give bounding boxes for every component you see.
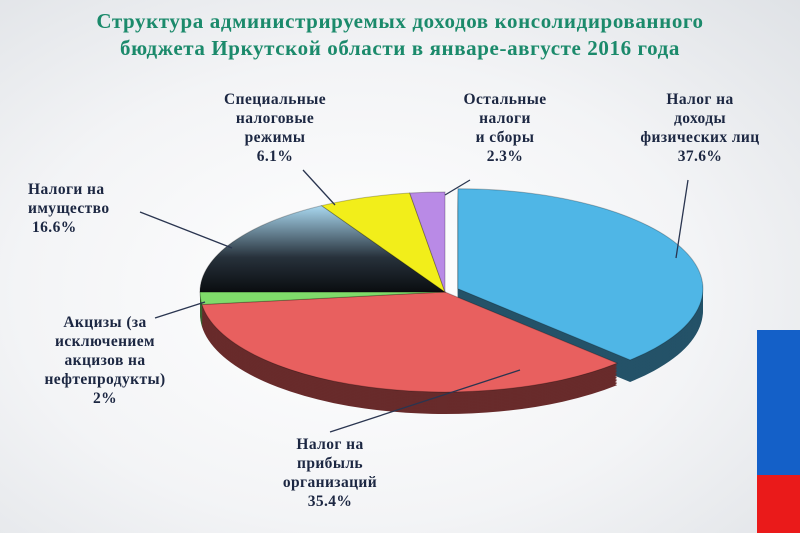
label-profit-tax: Налог на прибыль организаций 35.4%	[282, 436, 378, 510]
title-line-1: Структура администрируемых доходов консо…	[96, 9, 704, 33]
pie-slice-1	[201, 291, 619, 393]
flag-stripe-blue	[757, 330, 800, 475]
pie-slice-2	[199, 291, 446, 306]
flag-stripe-red	[757, 475, 800, 533]
leader-line-1	[329, 369, 521, 433]
label-other-taxes: Остальные налоги и сборы 2.3%	[463, 91, 547, 165]
chart-title: Структура администрируемых доходов консо…	[0, 8, 800, 62]
pie-slice-4	[320, 192, 446, 294]
leader-line-5	[444, 179, 471, 196]
leader-line-0	[675, 179, 689, 259]
pie-slice-3	[199, 205, 447, 293]
leader-line-3	[139, 211, 233, 249]
label-excise: Акцизы (за исключением акцизов на нефтепрод…	[44, 314, 166, 407]
label-special-regimes: Специальные налоговые режимы 6.1%	[224, 91, 326, 165]
label-property-tax: Налоги на имущество 16.6%	[28, 181, 110, 236]
pie-slice-5	[409, 191, 446, 293]
pie-slice-0	[457, 188, 704, 361]
leader-line-4	[302, 169, 336, 206]
leader-line-2	[154, 301, 206, 319]
title-line-2: бюджета Иркутской области в январе-авгус…	[120, 36, 680, 60]
label-ndfl: Налог на доходы физических лиц 37.6%	[640, 91, 760, 165]
